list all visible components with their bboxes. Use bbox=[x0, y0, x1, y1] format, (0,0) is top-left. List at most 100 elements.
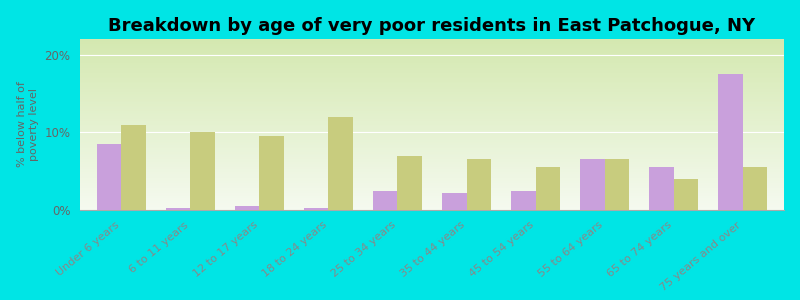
Bar bbox=[80, 183, 784, 184]
Bar bbox=[80, 195, 784, 196]
Bar bbox=[80, 119, 784, 121]
Bar bbox=[80, 166, 784, 167]
Bar bbox=[80, 116, 784, 118]
Bar bbox=[98, 144, 122, 210]
Bar bbox=[80, 121, 784, 123]
Bar bbox=[80, 90, 784, 92]
Bar bbox=[80, 63, 784, 65]
Bar bbox=[650, 167, 674, 210]
Bar bbox=[80, 66, 784, 68]
Bar bbox=[674, 179, 698, 210]
Bar bbox=[80, 46, 784, 48]
Bar bbox=[80, 48, 784, 49]
Bar bbox=[80, 130, 784, 131]
Bar bbox=[122, 124, 146, 210]
Bar bbox=[80, 157, 784, 159]
Bar bbox=[80, 111, 784, 112]
Bar bbox=[304, 208, 329, 210]
Bar bbox=[80, 176, 784, 178]
Bar bbox=[80, 142, 784, 143]
Bar bbox=[80, 159, 784, 161]
Bar bbox=[511, 190, 535, 210]
Bar bbox=[80, 131, 784, 133]
Bar bbox=[442, 193, 466, 210]
Bar bbox=[80, 58, 784, 59]
Bar bbox=[80, 172, 784, 174]
Bar bbox=[80, 54, 784, 56]
Title: Breakdown by age of very poor residents in East Patchogue, NY: Breakdown by age of very poor residents … bbox=[109, 17, 755, 35]
Bar bbox=[80, 44, 784, 46]
Bar bbox=[80, 126, 784, 128]
Bar bbox=[80, 148, 784, 150]
Bar bbox=[80, 164, 784, 166]
Bar bbox=[80, 78, 784, 80]
Bar bbox=[80, 162, 784, 164]
Bar bbox=[80, 181, 784, 183]
Bar bbox=[80, 80, 784, 82]
Bar bbox=[80, 83, 784, 85]
Bar bbox=[80, 198, 784, 200]
Bar bbox=[329, 117, 353, 210]
Bar bbox=[80, 112, 784, 114]
Bar bbox=[80, 71, 784, 73]
Bar bbox=[80, 88, 784, 90]
Bar bbox=[80, 49, 784, 51]
Bar bbox=[80, 143, 784, 145]
Bar bbox=[80, 155, 784, 157]
Bar bbox=[80, 133, 784, 135]
Bar bbox=[80, 188, 784, 190]
Bar bbox=[80, 186, 784, 188]
Bar bbox=[235, 206, 259, 210]
Bar bbox=[80, 136, 784, 138]
Bar bbox=[259, 136, 284, 210]
Bar bbox=[80, 65, 784, 66]
Bar bbox=[80, 128, 784, 130]
Bar bbox=[80, 171, 784, 172]
Bar bbox=[80, 190, 784, 191]
Bar bbox=[80, 107, 784, 109]
Bar bbox=[80, 75, 784, 76]
Bar bbox=[80, 208, 784, 210]
Bar bbox=[80, 124, 784, 126]
Bar bbox=[80, 203, 784, 205]
Bar bbox=[80, 82, 784, 83]
Bar bbox=[742, 167, 766, 210]
Bar bbox=[80, 68, 784, 70]
Bar bbox=[80, 205, 784, 207]
Bar bbox=[80, 147, 784, 148]
Bar bbox=[80, 178, 784, 179]
Bar bbox=[80, 150, 784, 152]
Bar bbox=[80, 59, 784, 61]
Bar bbox=[80, 193, 784, 195]
Bar bbox=[80, 76, 784, 78]
Bar bbox=[80, 102, 784, 104]
Bar bbox=[80, 85, 784, 87]
Bar bbox=[80, 160, 784, 162]
Bar bbox=[80, 56, 784, 58]
Bar bbox=[80, 154, 784, 155]
Bar bbox=[80, 123, 784, 124]
Bar bbox=[718, 74, 742, 210]
Bar bbox=[80, 100, 784, 102]
Bar bbox=[80, 140, 784, 142]
Bar bbox=[80, 167, 784, 169]
Bar bbox=[80, 138, 784, 140]
Bar bbox=[80, 179, 784, 181]
Bar bbox=[80, 97, 784, 99]
Bar bbox=[80, 70, 784, 71]
Bar bbox=[80, 191, 784, 193]
Bar bbox=[80, 106, 784, 107]
Bar bbox=[80, 202, 784, 203]
Y-axis label: % below half of
poverty level: % below half of poverty level bbox=[17, 82, 38, 167]
Bar bbox=[190, 132, 214, 210]
Bar bbox=[80, 42, 784, 44]
Bar bbox=[166, 208, 190, 210]
Bar bbox=[80, 184, 784, 186]
Bar bbox=[80, 174, 784, 176]
Bar bbox=[80, 169, 784, 171]
Bar bbox=[80, 99, 784, 100]
Bar bbox=[80, 53, 784, 54]
Bar bbox=[80, 135, 784, 137]
Bar bbox=[605, 160, 629, 210]
Bar bbox=[80, 196, 784, 198]
